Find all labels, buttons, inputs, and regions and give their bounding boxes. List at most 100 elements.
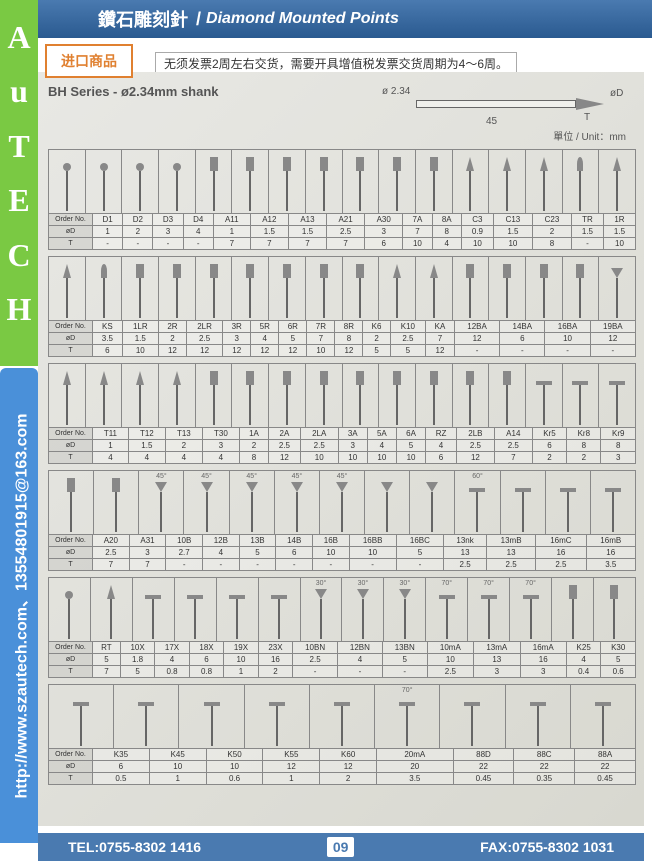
spec-cell: 16 — [520, 654, 566, 666]
shape-cell: 45° — [184, 471, 229, 534]
tool-tip-icon — [269, 702, 285, 706]
shape-cell — [306, 257, 343, 320]
spec-cell: T30 — [202, 428, 239, 440]
spec-cell: 3 — [474, 666, 520, 678]
spec-cell: 16BB — [349, 535, 396, 547]
spec-cell: 3 — [601, 452, 636, 464]
spec-cell: 10 — [603, 238, 635, 250]
tool-tip-icon — [356, 264, 364, 278]
shape-cell — [365, 471, 410, 534]
spec-cell: 4 — [367, 440, 396, 452]
spec-cell: 7 — [213, 238, 250, 250]
shape-cell — [114, 685, 179, 748]
spec-cell: - — [293, 666, 338, 678]
shape-cell — [599, 257, 636, 320]
spec-cell: 10 — [349, 547, 396, 559]
tool-tip-icon — [283, 157, 291, 171]
row-label: øD — [49, 654, 93, 666]
row-label: Order No. — [49, 642, 93, 654]
header-sep: / — [196, 9, 201, 30]
footer-tel: TEL:0755-8302 1416 — [68, 839, 201, 855]
angle-label: 70° — [441, 580, 452, 587]
section-2: Order No.T11T12T13T301A2A2LA3A5A6ARZ2LBA… — [48, 363, 636, 464]
shape-cell — [343, 257, 380, 320]
spec-cell: 3A — [338, 428, 367, 440]
spec-cell: 1.5 — [288, 226, 326, 238]
spec-cell: 12 — [590, 333, 635, 345]
spec-cell: 1.5 — [250, 226, 288, 238]
spec-cell: - — [338, 666, 383, 678]
spec-cell: A13 — [288, 214, 326, 226]
shape-cell — [453, 364, 490, 427]
spec-cell: 2 — [123, 226, 153, 238]
spec-cell: 12 — [426, 345, 455, 357]
spec-cell: A31 — [129, 535, 166, 547]
spec-cell: 4 — [128, 452, 165, 464]
spec-cell: K25 — [566, 642, 600, 654]
shape-cell — [196, 364, 233, 427]
spec-cell: 2LB — [456, 428, 494, 440]
tool-tip-icon — [246, 482, 258, 492]
tool-tip-icon — [576, 264, 584, 278]
shapes-row — [48, 256, 636, 320]
spec-cell: 2 — [239, 440, 268, 452]
spec-cell: K60 — [320, 749, 377, 761]
spec-cell: 8R — [335, 321, 363, 333]
spec-cell: 10 — [427, 654, 473, 666]
spec-cell: 10 — [367, 452, 396, 464]
spec-cell: 0.8 — [155, 666, 189, 678]
dim-od: øD — [610, 88, 623, 99]
shape-cell — [379, 150, 416, 213]
shape-cell — [49, 471, 94, 534]
shape-cell — [306, 150, 343, 213]
shape-cell — [410, 471, 455, 534]
tool-tip-icon — [430, 264, 438, 278]
spec-cell: 8 — [335, 333, 363, 345]
spec-cell: RZ — [426, 428, 457, 440]
spec-cell: 13BN — [382, 642, 427, 654]
tool-tip-icon — [466, 264, 474, 278]
tool-tip-icon — [613, 157, 621, 171]
dim-t: T — [584, 112, 590, 123]
shape-cell — [453, 150, 490, 213]
tool-tip-icon — [609, 381, 625, 385]
tool-tip-icon — [246, 371, 254, 385]
section-4: 30°30°30°70°70°70°Order No.RT10X17X18X19… — [48, 577, 636, 678]
shape-cell — [571, 685, 636, 748]
page-number: 09 — [327, 837, 355, 857]
spec-cell: - — [93, 238, 123, 250]
spec-cell: 1LR — [122, 321, 158, 333]
shape-cell — [49, 685, 114, 748]
spec-cell: 12 — [456, 452, 494, 464]
shape-cell — [91, 578, 133, 641]
spec-cell: 4 — [203, 547, 240, 559]
spec-cell: 1 — [93, 440, 129, 452]
spec-cell: 10 — [307, 345, 335, 357]
shape-cell — [526, 257, 563, 320]
spec-cell: 2.5 — [269, 440, 301, 452]
spec-cell: K55 — [263, 749, 320, 761]
spec-cell: 4 — [251, 333, 279, 345]
shape-cell — [122, 150, 159, 213]
dimension-diagram: ø 2.34 45 T øD — [346, 82, 626, 130]
spec-cell: 16 — [258, 654, 292, 666]
spec-cell: Kr8 — [567, 428, 601, 440]
shape-cell — [416, 364, 453, 427]
tool-tip-icon — [611, 268, 623, 278]
angle-label: 30° — [358, 580, 369, 587]
spec-cell: 0.45 — [575, 773, 636, 785]
tool-tip-icon — [65, 591, 73, 599]
spec-cell: 3R — [223, 321, 251, 333]
section-0: Order No.D1D2D3D4A11A12A13A21A307A8AC3C1… — [48, 149, 636, 250]
tool-tip-icon — [334, 702, 350, 706]
tool-tip-icon — [173, 264, 181, 278]
shape-cell — [122, 364, 159, 427]
spec-cell: 1A — [239, 428, 268, 440]
row-label: T — [49, 666, 93, 678]
shapes-row — [48, 363, 636, 427]
tool-tip-icon — [101, 264, 107, 278]
spec-cell: 7 — [129, 559, 166, 571]
spec-cell: A12 — [250, 214, 288, 226]
spec-cell: 1R — [603, 214, 635, 226]
tool-tip-icon — [210, 264, 218, 278]
